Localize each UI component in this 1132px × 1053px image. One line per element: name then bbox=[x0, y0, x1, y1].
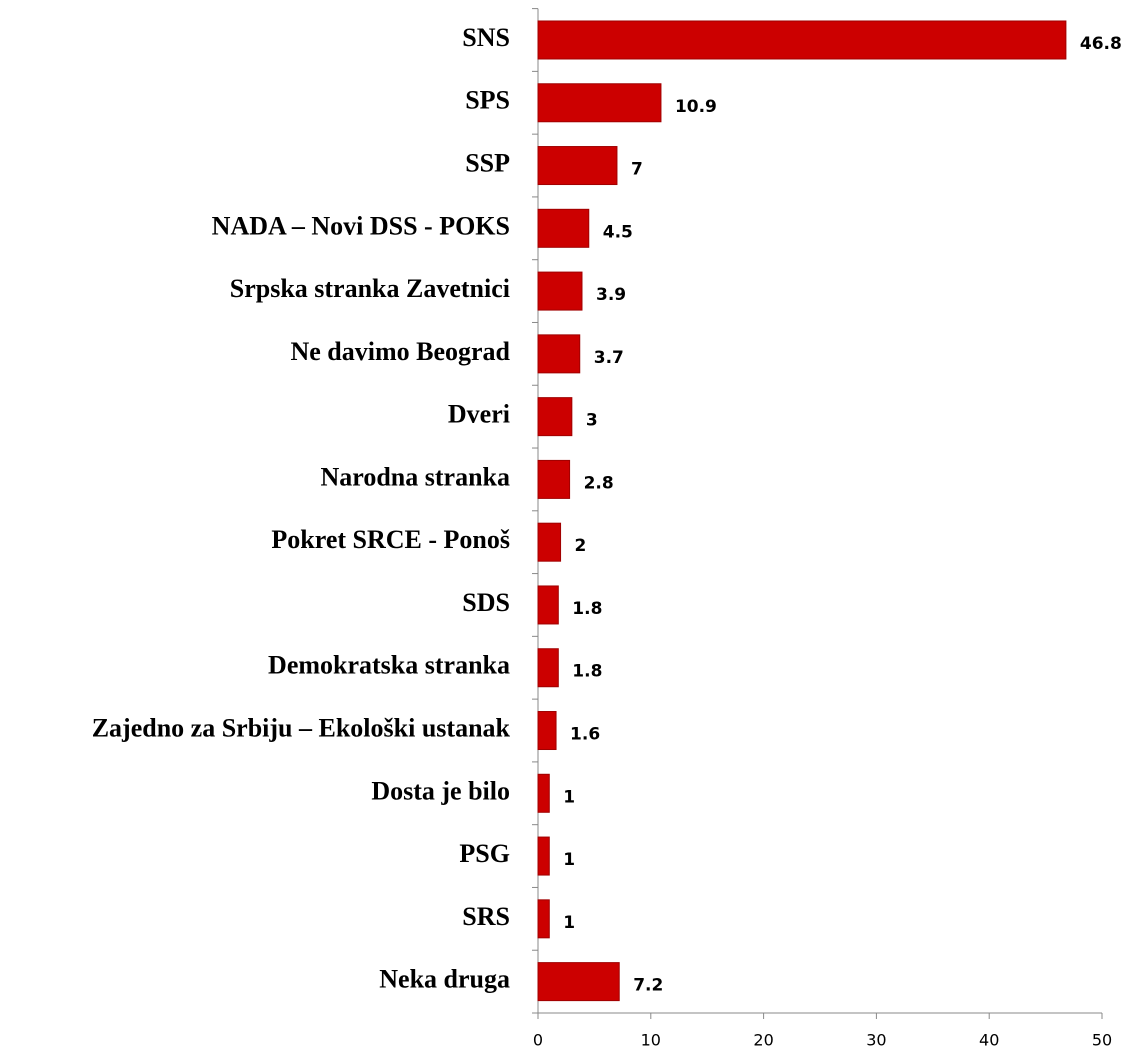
value-label: 7 bbox=[631, 160, 643, 180]
bar bbox=[537, 271, 583, 311]
category-label: SNS bbox=[462, 23, 510, 52]
bar bbox=[537, 397, 573, 437]
value-label: 1.8 bbox=[572, 599, 602, 619]
category-label: SPS bbox=[465, 86, 510, 115]
category-label: SRS bbox=[462, 902, 510, 931]
bar bbox=[537, 773, 550, 813]
category-label: SSP bbox=[465, 149, 510, 178]
x-tick-label: 50 bbox=[1092, 1031, 1112, 1050]
bar bbox=[537, 585, 559, 625]
x-tick-label: 10 bbox=[641, 1031, 661, 1050]
value-label: 3.9 bbox=[596, 285, 626, 305]
category-label: Ne davimo Beograd bbox=[290, 337, 510, 366]
category-label: Narodna stranka bbox=[320, 462, 510, 491]
bar bbox=[537, 648, 559, 688]
bar bbox=[537, 83, 662, 123]
bar bbox=[537, 459, 571, 499]
x-tick-label: 0 bbox=[533, 1031, 543, 1050]
x-tick-label: 20 bbox=[753, 1031, 773, 1050]
category-label: Pokret SRCE - Ponoš bbox=[271, 525, 510, 554]
value-label: 3 bbox=[586, 411, 598, 431]
bar bbox=[537, 836, 550, 876]
value-label: 1 bbox=[563, 913, 575, 933]
value-label: 1.8 bbox=[572, 662, 602, 682]
category-label: SDS bbox=[462, 588, 510, 617]
value-label: 1 bbox=[563, 850, 575, 870]
value-label: 1.6 bbox=[570, 725, 600, 745]
value-label: 1 bbox=[563, 787, 575, 807]
value-label: 10.9 bbox=[675, 97, 717, 117]
bar bbox=[537, 522, 562, 562]
bar bbox=[537, 711, 557, 751]
x-tick-label: 40 bbox=[979, 1031, 999, 1050]
x-tick-label: 30 bbox=[866, 1031, 886, 1050]
value-label: 7.2 bbox=[633, 976, 663, 996]
bar bbox=[537, 962, 620, 1002]
value-label: 2.8 bbox=[584, 473, 614, 493]
bar bbox=[537, 899, 550, 939]
value-label: 3.7 bbox=[594, 348, 624, 368]
category-label: PSG bbox=[459, 839, 510, 868]
category-label: Demokratska stranka bbox=[268, 651, 510, 680]
value-label: 4.5 bbox=[603, 222, 633, 242]
bar bbox=[537, 20, 1067, 60]
category-label: Zajedno za Srbiju – Ekološki ustanak bbox=[92, 713, 511, 742]
category-label: Dveri bbox=[448, 400, 510, 429]
category-label: Neka druga bbox=[379, 965, 510, 994]
bar bbox=[537, 208, 590, 248]
value-label: 2 bbox=[575, 536, 587, 556]
value-label: 46.8 bbox=[1080, 34, 1122, 54]
bar bbox=[537, 334, 581, 374]
category-label: NADA – Novi DSS - POKS bbox=[212, 211, 510, 240]
category-label: Srpska stranka Zavetnici bbox=[230, 274, 510, 303]
category-label: Dosta je bilo bbox=[371, 776, 510, 805]
bar bbox=[537, 146, 618, 186]
